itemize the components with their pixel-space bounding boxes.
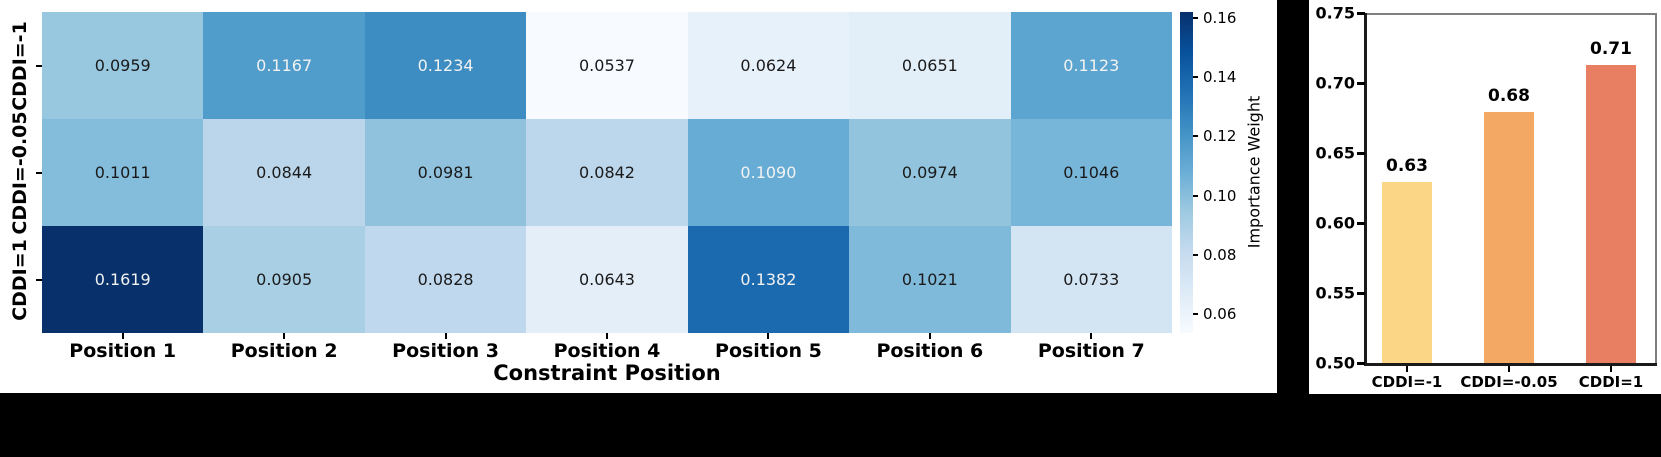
y-axis-tick xyxy=(1357,222,1365,225)
colorbar-label: Importance Weight xyxy=(1244,95,1264,249)
heatmap-column-label: Position 3 xyxy=(392,340,499,362)
heatmap-cell: 0.0959 xyxy=(42,12,204,119)
heatmap-cell: 0.0651 xyxy=(849,12,1011,119)
bar-value-label: 0.68 xyxy=(1488,86,1530,107)
colorbar xyxy=(1180,12,1193,333)
bar-chart-x-tick-label: CDDI=1 xyxy=(1578,373,1644,391)
heatmap-cell: 0.1382 xyxy=(687,226,850,333)
heatmap-column-label: Position 7 xyxy=(1037,340,1145,362)
x-axis-tick xyxy=(1090,333,1093,339)
bar-chart-y-tick-label: 0.55 xyxy=(1315,283,1355,303)
bar-chart-y-tick-label: 0.70 xyxy=(1315,73,1355,93)
x-axis-tick xyxy=(121,333,124,339)
heatmap-column-label: Position 5 xyxy=(715,340,822,362)
heatmap-row-label: CDDI=1 xyxy=(9,238,31,321)
heatmap-cell: 0.0974 xyxy=(849,119,1011,226)
bar-value-label: 0.63 xyxy=(1386,156,1428,177)
bar-chart-bottom-spine xyxy=(1364,363,1657,366)
x-axis-tick xyxy=(1610,366,1612,372)
x-axis-tick xyxy=(283,333,286,339)
heatmap-column-label: Position 1 xyxy=(69,340,177,362)
colorbar-tick-label: 0.12 xyxy=(1203,127,1237,146)
heatmap-cell: 0.0733 xyxy=(1010,226,1172,333)
bar-chart-y-tick-label: 0.50 xyxy=(1315,353,1355,373)
colorbar-tick-label: 0.16 xyxy=(1203,8,1237,27)
y-axis-tick xyxy=(1357,362,1365,365)
heatmap-row-label: CDDI=-1 xyxy=(9,20,31,111)
heatmap: 0.0959 0.1167 0.1234 0.0537 0.0624 0.0651 0.11… xyxy=(42,12,1172,333)
heatmap-cell: 0.1234 xyxy=(364,12,527,119)
heatmap-column-label: Position 6 xyxy=(876,340,984,362)
heatmap-x-axis-label: Constraint Position xyxy=(493,361,721,385)
x-axis-tick xyxy=(928,333,931,339)
heatmap-column-label: Position 2 xyxy=(230,340,338,362)
heatmap-row-label: CDDI=-0.05 xyxy=(9,110,31,235)
y-axis-tick xyxy=(1357,292,1365,295)
bar-chart-top-spine xyxy=(1364,13,1657,15)
bar-value-label: 0.71 xyxy=(1590,38,1632,59)
bar xyxy=(1586,64,1636,363)
x-axis-tick xyxy=(1508,366,1510,372)
bar-chart-x-tick-label: CDDI=-1 xyxy=(1371,373,1443,391)
heatmap-cell: 0.0981 xyxy=(364,119,527,226)
bar-chart-left-spine xyxy=(1364,13,1367,366)
y-axis-tick xyxy=(36,64,42,67)
y-axis-tick xyxy=(1357,152,1365,155)
colorbar-tick-label: 0.06 xyxy=(1203,305,1237,324)
y-axis-tick xyxy=(1357,82,1365,85)
heatmap-cell: 0.0842 xyxy=(526,119,688,226)
y-axis-tick xyxy=(36,171,42,174)
bar-chart-y-tick-label: 0.65 xyxy=(1315,143,1355,163)
x-axis-tick xyxy=(1406,366,1408,372)
heatmap-cell: 0.1046 xyxy=(1010,119,1172,226)
heatmap-cell: 0.0828 xyxy=(364,226,527,333)
y-axis-tick xyxy=(1357,12,1365,15)
x-axis-tick xyxy=(444,333,447,339)
heatmap-cell: 0.1619 xyxy=(42,226,204,333)
heatmap-cell: 0.1011 xyxy=(42,119,204,226)
bar xyxy=(1382,182,1432,363)
colorbar-tick-label: 0.10 xyxy=(1203,186,1237,205)
colorbar-tick xyxy=(1193,313,1198,316)
bar-chart-panel: 0.63 0.68 0.71 0.75 0.70 0.65 0.60 0.55 0.50 CD… xyxy=(1309,0,1661,394)
colorbar-tick xyxy=(1193,253,1198,256)
bar xyxy=(1484,112,1534,363)
heatmap-cell: 0.0624 xyxy=(687,12,850,119)
bar-chart-y-tick-label: 0.60 xyxy=(1315,213,1355,233)
heatmap-cell: 0.1090 xyxy=(687,119,850,226)
x-axis-tick xyxy=(606,333,608,339)
heatmap-cell: 0.0844 xyxy=(203,119,365,226)
heatmap-cell: 0.0537 xyxy=(526,12,688,119)
bar-chart-right-spine xyxy=(1655,13,1657,366)
heatmap-cell: 0.0905 xyxy=(203,226,365,333)
heatmap-cell: 0.1021 xyxy=(849,226,1011,333)
heatmap-panel: 0.0959 0.1167 0.1234 0.0537 0.0624 0.0651 0.11… xyxy=(0,0,1277,393)
bar-chart-x-tick-label: CDDI=-0.05 xyxy=(1460,373,1558,391)
colorbar-tick xyxy=(1193,135,1198,138)
colorbar-tick-label: 0.14 xyxy=(1203,67,1237,86)
heatmap-cell: 0.1167 xyxy=(203,12,365,119)
bar-chart-y-tick-label: 0.75 xyxy=(1315,3,1355,23)
colorbar-tick xyxy=(1193,194,1198,197)
heatmap-cell: 0.0643 xyxy=(526,226,688,333)
colorbar-tick xyxy=(1193,75,1198,78)
x-axis-tick xyxy=(767,333,770,339)
y-axis-tick xyxy=(36,278,42,281)
colorbar-tick-label: 0.08 xyxy=(1203,245,1237,264)
heatmap-column-label: Position 4 xyxy=(553,340,661,362)
colorbar-tick xyxy=(1193,16,1198,19)
heatmap-cell: 0.1123 xyxy=(1010,12,1172,119)
